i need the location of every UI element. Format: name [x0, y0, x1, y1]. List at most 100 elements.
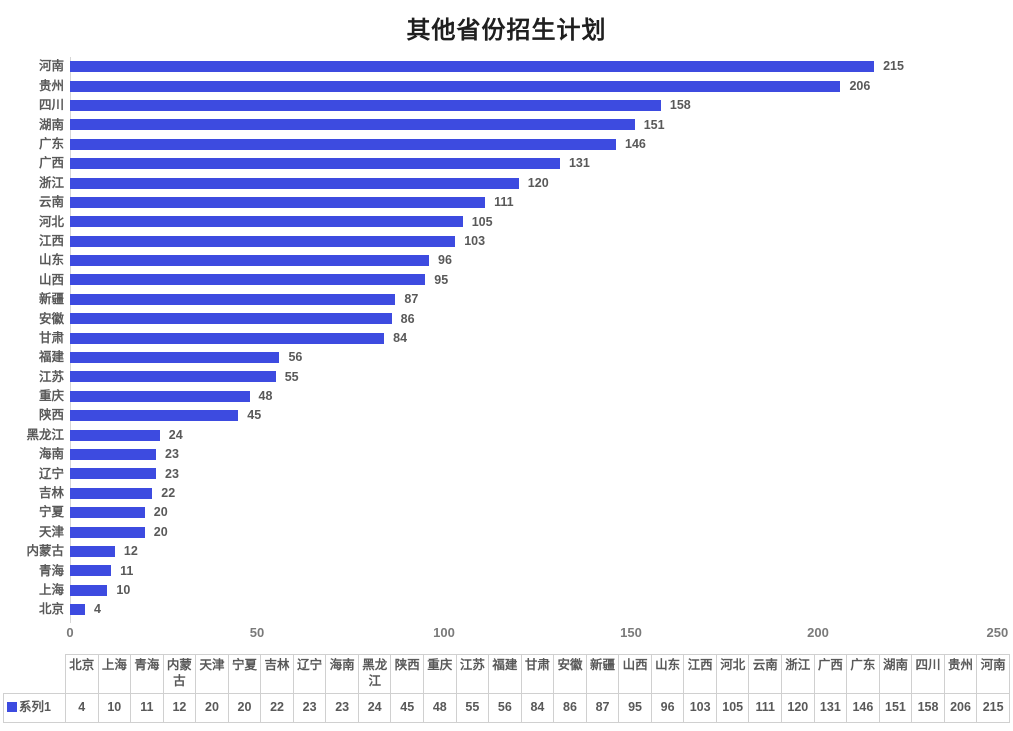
series-name-label: 系列1 — [19, 699, 51, 714]
data-label: 20 — [153, 505, 168, 520]
plot-area: 河南 215 贵州 206 四川 158 湖南 151 广东 146 广西 131 浙江 120 云南 111… — [8, 57, 1005, 624]
x-axis-tick: 0 — [66, 625, 74, 641]
bar-row: 广西 131 — [8, 154, 1005, 173]
data-label: 23 — [165, 466, 179, 481]
bar[interactable] — [70, 584, 108, 596]
bar[interactable] — [70, 158, 560, 170]
bar[interactable] — [70, 313, 392, 325]
bar[interactable] — [70, 526, 145, 538]
bar-row: 黑龙江 24 — [8, 425, 1005, 444]
bar[interactable] — [70, 604, 85, 616]
table-column-header: 黑龙江 — [357, 654, 392, 694]
bar[interactable] — [70, 255, 430, 267]
table-value-cell: 96 — [650, 692, 685, 723]
bar[interactable] — [70, 371, 276, 383]
bar[interactable] — [70, 216, 463, 228]
bar-row: 江苏 55 — [8, 367, 1005, 386]
x-axis-tick: 150 — [620, 625, 642, 641]
bar[interactable] — [70, 61, 875, 73]
category-label: 河南 — [38, 59, 64, 74]
bar[interactable] — [70, 468, 157, 480]
table-column-header: 安徽 — [553, 654, 587, 694]
bar[interactable] — [70, 138, 617, 150]
data-label: 86 — [400, 311, 415, 326]
data-label: 20 — [153, 524, 168, 539]
table-value-cell: 45 — [390, 692, 425, 723]
bar-row: 浙江 120 — [8, 173, 1005, 192]
data-label: 103 — [464, 233, 486, 248]
table-value-cell: 23 — [325, 692, 359, 723]
table-column-header: 内蒙古 — [162, 654, 197, 694]
bar[interactable] — [70, 565, 112, 577]
table-value-cell: 215 — [976, 692, 1010, 723]
data-label: 206 — [849, 78, 871, 93]
bar-row: 福建 56 — [8, 348, 1005, 367]
bar[interactable] — [70, 429, 160, 441]
bar[interactable] — [70, 274, 426, 286]
bar[interactable] — [70, 99, 661, 111]
data-label: 22 — [161, 486, 176, 501]
category-label: 黑龙江 — [26, 427, 64, 442]
category-label: 重庆 — [38, 389, 64, 404]
data-label: 23 — [165, 447, 179, 462]
category-label: 天津 — [38, 524, 64, 539]
chart-title: 其他省份招生计划 — [406, 17, 607, 44]
table-value-cell: 20 — [195, 692, 229, 723]
data-label: 48 — [258, 389, 273, 404]
bar-track: 20 — [70, 503, 1005, 522]
bar[interactable] — [70, 390, 250, 402]
bar-track: 96 — [70, 251, 1005, 270]
bar-track: 206 — [70, 76, 1005, 95]
bar[interactable] — [70, 235, 456, 247]
bar-row: 湖南 151 — [8, 115, 1005, 134]
bar-row: 山西 95 — [8, 270, 1005, 289]
category-label: 辽宁 — [38, 466, 64, 481]
data-label: 84 — [393, 330, 408, 345]
table-value-cell: 105 — [715, 692, 750, 723]
table-column-header: 北京 — [65, 654, 99, 694]
x-axis-tick: 250 — [986, 625, 1009, 641]
bar-track: 23 — [70, 464, 1005, 483]
bar[interactable] — [70, 196, 486, 208]
data-label: 12 — [123, 544, 138, 559]
bar[interactable] — [70, 80, 841, 92]
bar[interactable] — [70, 177, 519, 189]
table-corner-cell — [3, 654, 66, 694]
category-label: 北京 — [38, 602, 64, 617]
category-label: 安徽 — [38, 311, 64, 326]
bar[interactable] — [70, 507, 145, 519]
data-label: 111 — [494, 195, 514, 210]
data-label: 131 — [568, 156, 590, 171]
data-label: 24 — [168, 427, 183, 442]
category-label: 广东 — [38, 137, 64, 151]
bar-track: 55 — [70, 367, 1005, 386]
table-value-cell: 151 — [878, 692, 913, 723]
table-value-cell: 84 — [520, 692, 555, 723]
bar[interactable] — [70, 449, 157, 460]
data-table-wrap: 北京 上海 青海 内蒙古 天津 宁夏 吉林 辽宁 海南 黑龙江 陕西 重庆 江苏 福建 甘肃 安徽 新疆 山西 山东… — [3, 654, 1010, 723]
data-label: 120 — [527, 175, 549, 190]
bar-row: 青海 11 — [8, 561, 1005, 580]
bar-track: 11 — [70, 561, 1005, 580]
bar-track: 84 — [70, 328, 1005, 347]
table-value-cell: 20 — [227, 692, 262, 723]
bar-row: 上海 10 — [8, 581, 1005, 600]
bar[interactable] — [70, 352, 280, 364]
data-label: 215 — [883, 59, 904, 74]
bar[interactable] — [70, 545, 115, 557]
bar[interactable] — [70, 487, 153, 499]
bar[interactable] — [70, 293, 396, 305]
data-label: 87 — [404, 292, 419, 307]
bar[interactable] — [70, 119, 635, 131]
bar[interactable] — [70, 410, 239, 422]
table-value-cell: 23 — [292, 692, 327, 723]
category-label: 山西 — [38, 272, 64, 287]
category-label: 山东 — [38, 253, 64, 268]
data-label: 10 — [116, 582, 131, 597]
table-column-header: 甘肃 — [520, 654, 555, 694]
bar-row: 重庆 48 — [8, 387, 1005, 406]
data-label: 56 — [288, 350, 303, 365]
table-column-header: 福建 — [488, 654, 522, 694]
bar[interactable] — [70, 332, 385, 344]
category-label: 甘肃 — [38, 330, 64, 345]
